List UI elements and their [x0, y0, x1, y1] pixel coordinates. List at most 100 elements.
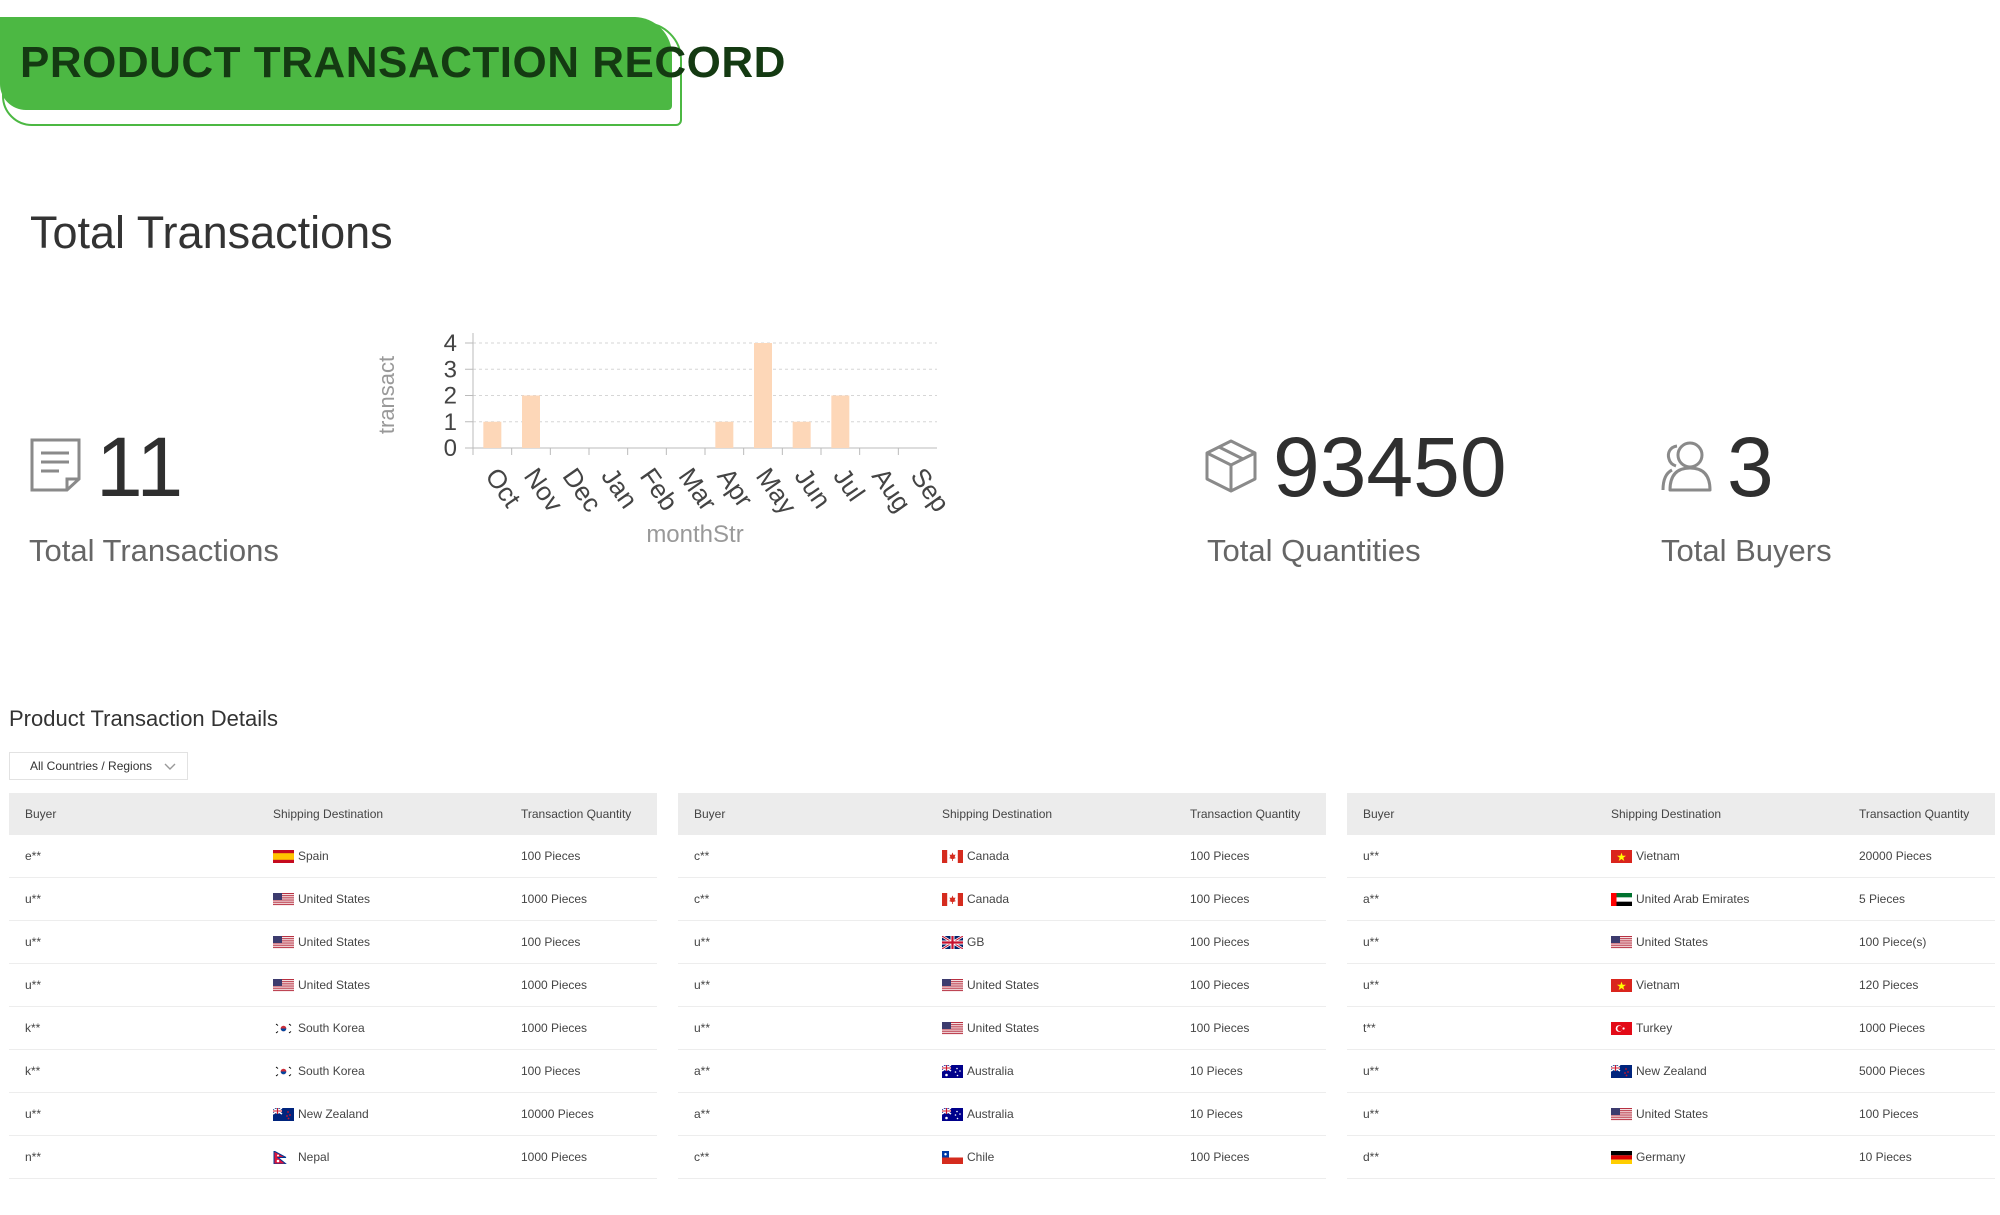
- chart-bar: [792, 421, 811, 448]
- x-tick-label: Jan: [595, 462, 644, 514]
- destination-cell: Canada: [926, 892, 1174, 906]
- chart-bar: [754, 343, 772, 448]
- canada-flag-icon: [942, 892, 967, 906]
- destination-cell: Spain: [257, 849, 505, 863]
- destination-name: South Korea: [298, 1021, 365, 1035]
- south-korea-flag-icon: [273, 1064, 298, 1078]
- destination-name: Chile: [967, 1150, 995, 1164]
- uae-flag-icon: [1611, 892, 1636, 906]
- destination-cell: Vietnam: [1595, 849, 1843, 863]
- transactions-table: Buyer Shipping Destination Transaction Qua…: [1347, 793, 1995, 1179]
- buyer-cell: u**: [694, 935, 711, 949]
- y-tick-label: 2: [444, 383, 457, 410]
- destination-cell: United States: [257, 892, 505, 906]
- quantity-cell: 5 Pieces: [1859, 892, 1906, 906]
- table-row: u** United States 1000 Pieces: [9, 964, 657, 1007]
- buyer-cell: c**: [694, 1150, 710, 1164]
- column-header: Buyer: [694, 807, 726, 821]
- table-row: u** Vietnam 120 Pieces: [1347, 964, 1995, 1007]
- y-tick-label: 3: [444, 356, 457, 383]
- table-row: a** United Arab Emirates 5 Pieces: [1347, 878, 1995, 921]
- destination-cell: United Arab Emirates: [1595, 892, 1843, 906]
- destination-name: New Zealand: [298, 1107, 369, 1121]
- destination-cell: Vietnam: [1595, 978, 1843, 992]
- quantity-cell: 10 Pieces: [1859, 1150, 1912, 1164]
- destination-cell: GB: [926, 935, 1174, 949]
- x-tick-label: Nov: [518, 462, 569, 517]
- buyer-cell: u**: [25, 935, 42, 949]
- table-row: u** United States 1000 Pieces: [9, 878, 657, 921]
- quantity-cell: 5000 Pieces: [1859, 1064, 1926, 1078]
- x-axis-label: monthStr: [646, 521, 743, 548]
- buyer-cell: c**: [694, 849, 710, 863]
- quantity-cell: 100 Pieces: [1190, 1150, 1250, 1164]
- destination-cell: United States: [926, 978, 1174, 992]
- destination-name: Nepal: [298, 1150, 330, 1164]
- destination-name: United States: [1636, 1107, 1709, 1121]
- y-tick-label: 1: [444, 409, 457, 436]
- details-title: Product Transaction Details: [9, 706, 279, 731]
- x-tick-label: Apr: [711, 462, 759, 513]
- quantity-cell: 100 Piece(s): [1859, 935, 1927, 949]
- united-states-flag-icon: [1611, 935, 1636, 949]
- quantity-cell: 1000 Pieces: [521, 892, 588, 906]
- united-states-flag-icon: [273, 935, 298, 949]
- total-buyers-label: Total Buyers: [1661, 533, 1832, 568]
- destination-name: United States: [298, 935, 371, 949]
- destination-cell: Nepal: [257, 1150, 505, 1164]
- destination-name: Canada: [967, 849, 1010, 863]
- buyer-cell: u**: [1363, 935, 1380, 949]
- quantity-cell: 100 Pieces: [1190, 935, 1250, 949]
- destination-name: Germany: [1636, 1150, 1686, 1164]
- buyer-cell: e**: [25, 849, 42, 863]
- table-row: t** Turkey 1000 Pieces: [1347, 1007, 1995, 1050]
- column-header: Shipping Destination: [942, 807, 1053, 821]
- destination-cell: Germany: [1595, 1150, 1843, 1164]
- destination-name: United States: [1636, 935, 1709, 949]
- buyer-cell: u**: [25, 892, 42, 906]
- germany-flag-icon: [1611, 1150, 1636, 1164]
- quantity-cell: 10 Pieces: [1190, 1107, 1243, 1121]
- destination-name: New Zealand: [1636, 1064, 1707, 1078]
- quantity-cell: 100 Pieces: [1859, 1107, 1919, 1121]
- x-tick-label: May: [750, 462, 803, 519]
- x-tick-label: Sep: [905, 462, 950, 517]
- buyer-cell: k**: [25, 1021, 41, 1035]
- table-header: Buyer Shipping Destination Transaction Qua…: [678, 793, 1326, 835]
- buyer-cell: c**: [694, 892, 710, 906]
- united-states-flag-icon: [1611, 1107, 1636, 1121]
- country-filter-dropdown[interactable]: All Countries / Regions: [9, 752, 188, 780]
- destination-name: United States: [298, 978, 371, 992]
- column-header: Transaction Quantity: [521, 807, 632, 821]
- destination-cell: Australia: [926, 1107, 1174, 1121]
- y-axis-label: transact: [374, 356, 399, 434]
- document-icon: [29, 437, 83, 498]
- destination-cell: United States: [926, 1021, 1174, 1035]
- table-header: Buyer Shipping Destination Transaction Qua…: [9, 793, 657, 835]
- destination-name: United States: [967, 978, 1040, 992]
- quantity-cell: 1000 Pieces: [521, 978, 588, 992]
- buyer-cell: u**: [1363, 978, 1380, 992]
- buyer-cell: u**: [1363, 1107, 1380, 1121]
- y-tick-label: 0: [444, 435, 457, 462]
- x-tick-label: Feb: [634, 462, 684, 516]
- buyer-cell: t**: [1363, 1021, 1376, 1035]
- column-header: Transaction Quantity: [1190, 807, 1301, 821]
- buyer-cell: u**: [1363, 849, 1380, 863]
- column-header: Shipping Destination: [273, 807, 384, 821]
- quantity-cell: 1000 Pieces: [1859, 1021, 1926, 1035]
- vietnam-flag-icon: [1611, 849, 1636, 863]
- destination-name: Spain: [298, 849, 329, 863]
- table-row: u** United States 100 Pieces: [678, 1007, 1326, 1050]
- destination-cell: South Korea: [257, 1064, 505, 1078]
- total-transactions-label: Total Transactions: [29, 533, 279, 568]
- australia-flag-icon: [942, 1064, 967, 1078]
- table-row: u** Vietnam 20000 Pieces: [1347, 835, 1995, 878]
- country-filter-label: All Countries / Regions: [30, 759, 153, 773]
- buyer-cell: u**: [694, 978, 711, 992]
- quantity-cell: 120 Pieces: [1859, 978, 1919, 992]
- quantity-cell: 100 Pieces: [521, 849, 581, 863]
- column-header: Buyer: [25, 807, 57, 821]
- vietnam-flag-icon: [1611, 978, 1636, 992]
- table-row: c** Canada 100 Pieces: [678, 835, 1326, 878]
